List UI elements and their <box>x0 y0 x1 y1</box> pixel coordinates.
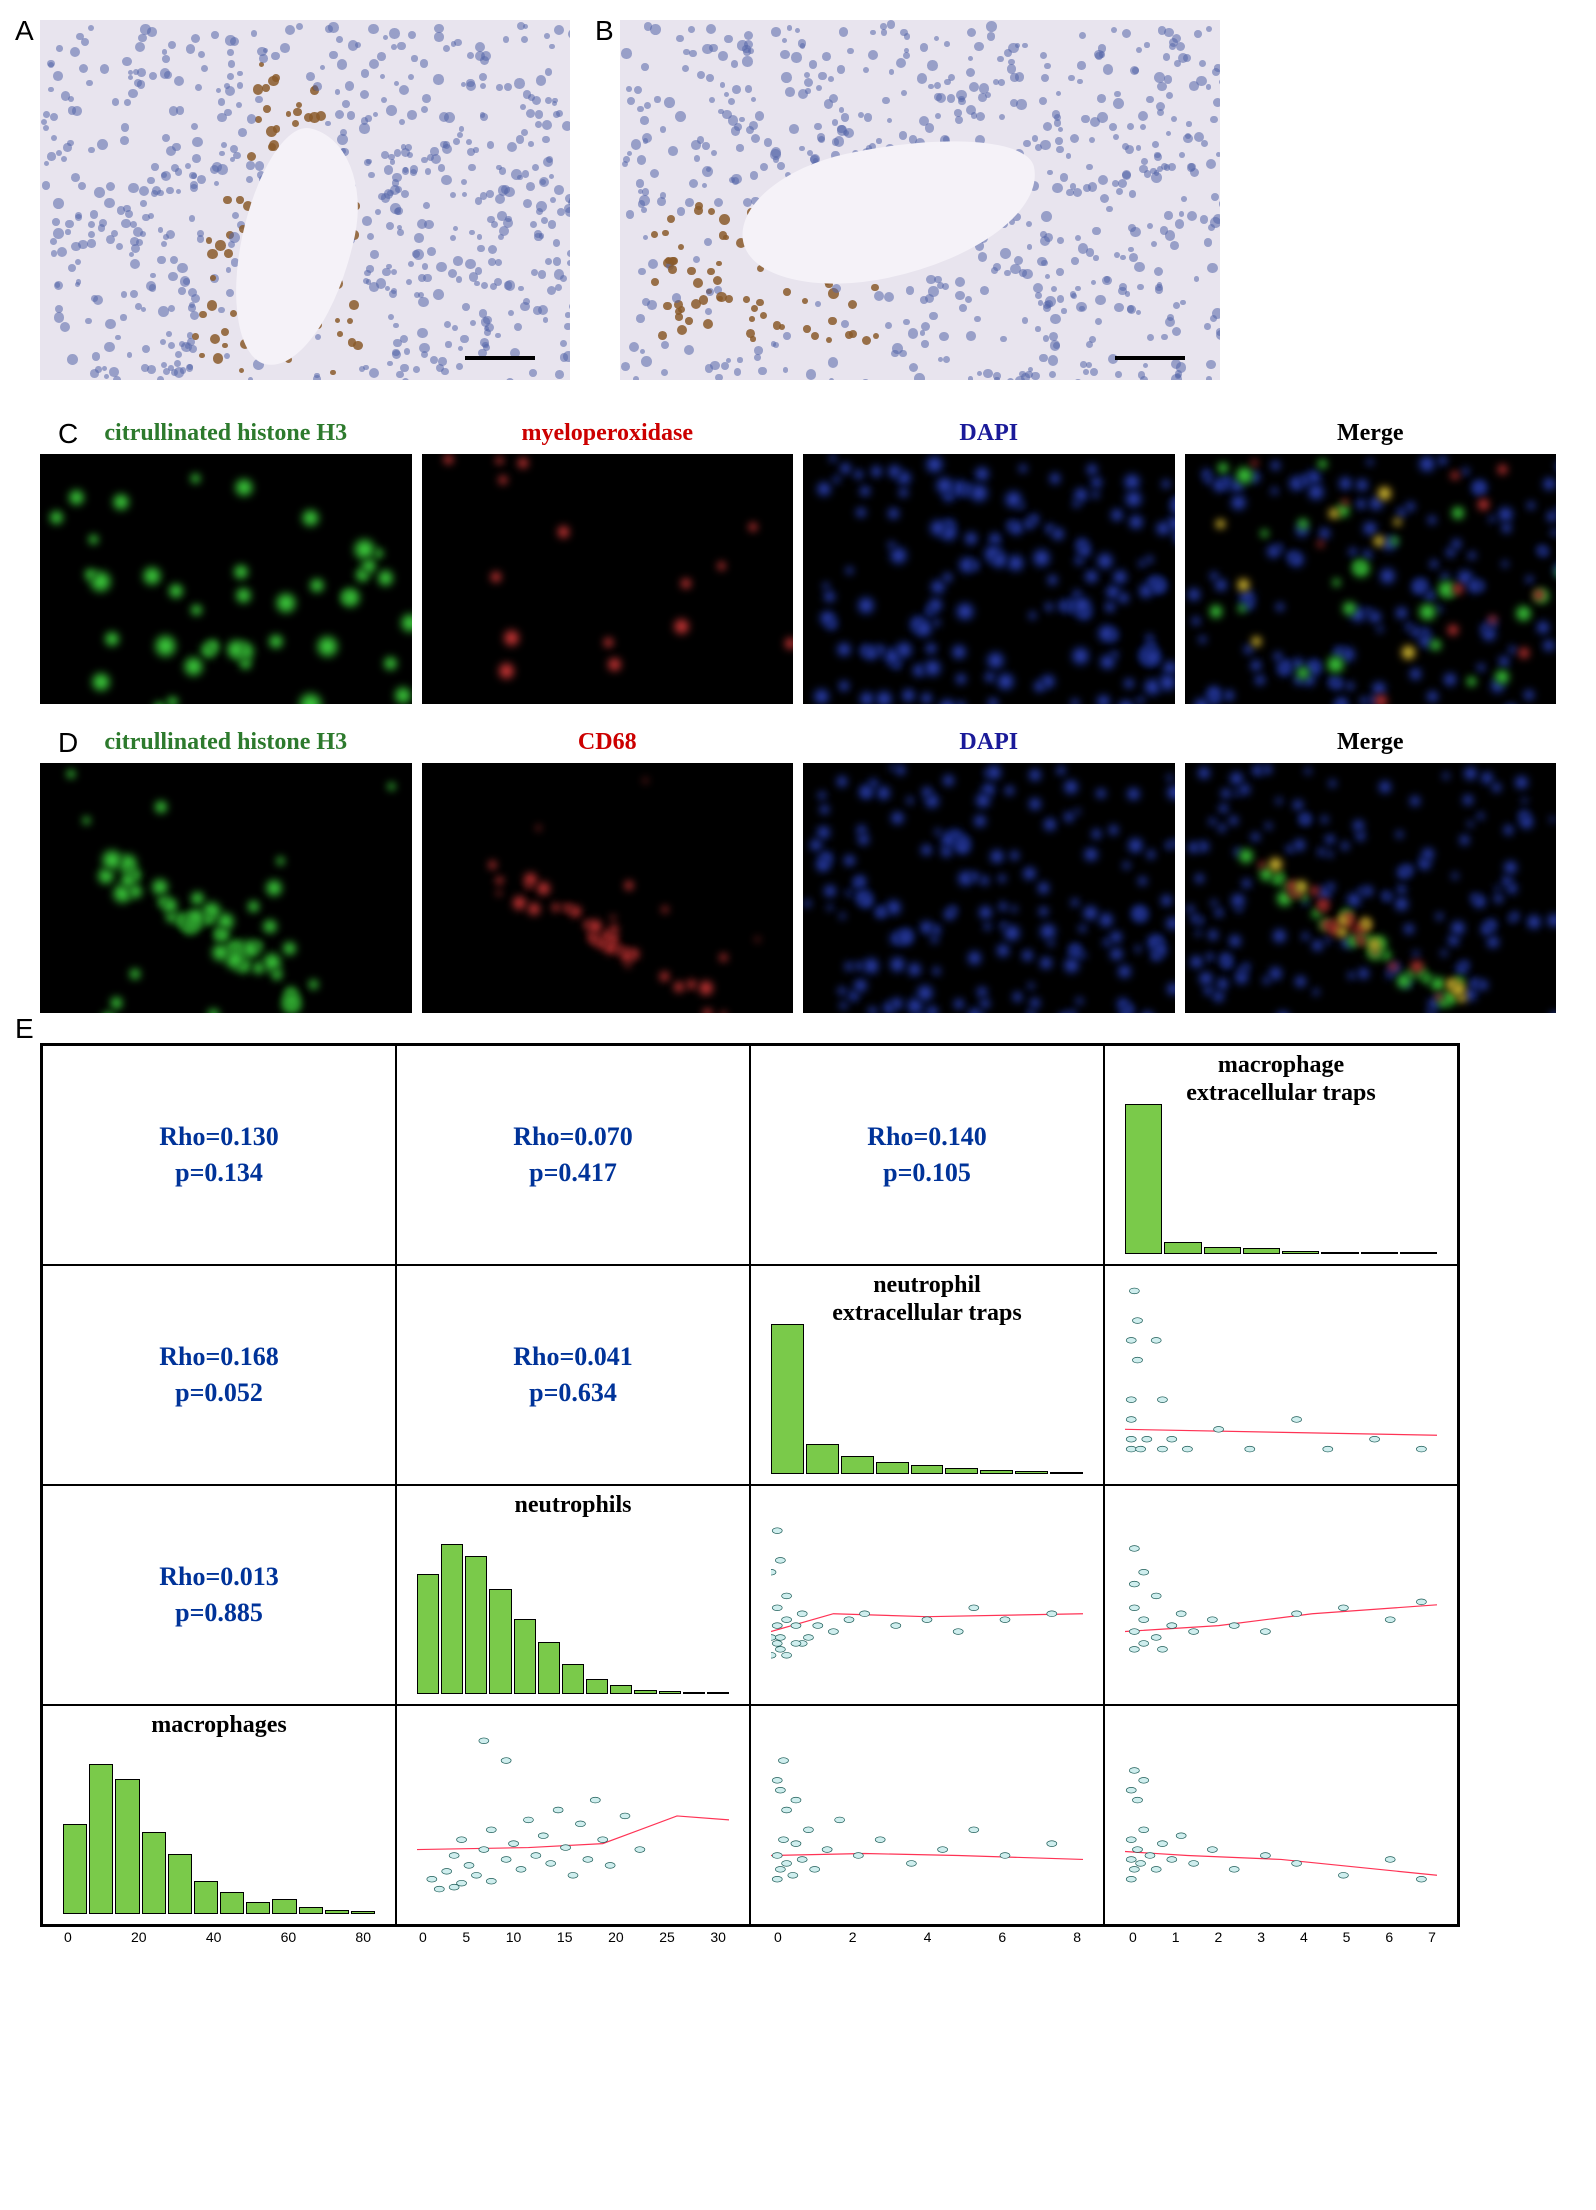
fluo-image <box>40 763 412 1013</box>
matrix-cell-scatter: 020406080 <box>1104 1705 1458 1925</box>
fluo-title: CD68 <box>422 729 794 759</box>
rho-value: Rho=0.013 <box>159 1562 279 1591</box>
fluo-C-2: myeloperoxidase <box>422 420 794 704</box>
x-axis-ticks: 051015202530 <box>395 1929 750 1945</box>
matrix-cell-stat: Rho=0.013 p=0.885 <box>42 1485 396 1705</box>
scalebar-icon <box>1115 356 1185 360</box>
matrix-cell-stat: Rho=0.130 p=0.134 <box>42 1045 396 1265</box>
fluo-title: DAPI <box>803 729 1175 759</box>
fluo-image <box>422 454 794 704</box>
panel-D: D citrullinated histone H3 CD68 DAPI Mer… <box>40 729 1556 1013</box>
x-axis-ticks: 02468 <box>750 1929 1105 1945</box>
matrix-cell-scatter: 02468 <box>1104 1265 1458 1485</box>
variable-label: macrophageextracellular traps <box>1105 1052 1457 1107</box>
p-value: p=0.134 <box>175 1158 263 1187</box>
scalebar-icon <box>465 356 535 360</box>
row-ab: A B <box>40 20 1556 380</box>
fluo-title: DAPI <box>803 420 1175 450</box>
rho-value: Rho=0.168 <box>159 1342 279 1371</box>
fluo-title: myeloperoxidase <box>422 420 794 450</box>
histogram <box>63 1764 375 1914</box>
scatter-plot <box>417 1721 729 1899</box>
x-axis-ticks: 020406080 <box>40 1929 395 1945</box>
scatter-plot <box>771 1721 1083 1899</box>
fluo-D-4: Merge <box>1185 729 1557 1013</box>
matrix-cell-scatter <box>750 1485 1104 1705</box>
panel-B: B <box>620 20 1220 380</box>
fluo-image <box>1185 454 1557 704</box>
scatter-plot <box>1125 1281 1437 1459</box>
fluo-image <box>422 763 794 1013</box>
p-value: p=0.885 <box>175 1598 263 1627</box>
panel-label-A: A <box>15 15 34 47</box>
panel-E: E Rho=0.130p=0.134 Rho=0.070p=0.417 Rho=… <box>40 1043 1556 1945</box>
matrix-cell-scatter: 51015202530 <box>1104 1485 1458 1705</box>
histogram <box>1125 1104 1437 1254</box>
matrix-cell-stat: Rho=0.070 p=0.417 <box>396 1045 750 1265</box>
fluo-C-3: DAPI <box>803 420 1175 704</box>
panel-A: A <box>40 20 570 380</box>
p-value: p=0.417 <box>529 1158 617 1187</box>
histogram <box>417 1544 729 1694</box>
fluo-image <box>40 454 412 704</box>
fluo-image <box>803 454 1175 704</box>
rho-value: Rho=0.130 <box>159 1122 279 1151</box>
matrix-cell-stat: Rho=0.168 p=0.052 <box>42 1265 396 1485</box>
matrix-cell-diagonal: macrophages <box>42 1705 396 1925</box>
scatter-plot <box>771 1501 1083 1679</box>
matrix-cell-diagonal: neutrophilextracellular traps <box>750 1265 1104 1485</box>
histology-B <box>620 20 1220 380</box>
variable-label: neutrophils <box>397 1492 749 1520</box>
panel-label-C: C <box>58 418 78 450</box>
fluo-image <box>803 763 1175 1013</box>
fluo-C-1: citrullinated histone H3 <box>40 420 412 704</box>
matrix-cell-stat: Rho=0.140 p=0.105 <box>750 1045 1104 1265</box>
fluo-title: Merge <box>1185 729 1557 759</box>
x-axis-ticks-row: 020406080 051015202530 02468 01234567 <box>40 1929 1460 1945</box>
fluo-title: citrullinated histone H3 <box>40 729 412 759</box>
p-value: p=0.634 <box>529 1378 617 1407</box>
fluo-D-1: citrullinated histone H3 <box>40 729 412 1013</box>
histology-A <box>40 20 570 380</box>
fluo-title: Merge <box>1185 420 1557 450</box>
variable-label: macrophages <box>43 1712 395 1740</box>
fluo-title: citrullinated histone H3 <box>40 420 412 450</box>
histogram <box>771 1324 1083 1474</box>
figure-root: A B C citrullinated histone H3 m <box>0 0 1596 1965</box>
correlation-matrix: Rho=0.130 p=0.134 Rho=0.070 p=0.417 Rho=0.… <box>40 1043 1460 1927</box>
matrix-cell-diagonal: neutrophils <box>396 1485 750 1705</box>
matrix-cell-diagonal: macrophageextracellular traps <box>1104 1045 1458 1265</box>
fluo-D-3: DAPI <box>803 729 1175 1013</box>
variable-label: neutrophilextracellular traps <box>751 1272 1103 1327</box>
scatter-plot <box>1125 1501 1437 1679</box>
panel-label-B: B <box>595 15 614 47</box>
rho-value: Rho=0.070 <box>513 1122 633 1151</box>
p-value: p=0.105 <box>883 1158 971 1187</box>
matrix-cell-stat: Rho=0.041 p=0.634 <box>396 1265 750 1485</box>
fluo-C-4: Merge <box>1185 420 1557 704</box>
rho-value: Rho=0.140 <box>867 1122 987 1151</box>
p-value: p=0.052 <box>175 1378 263 1407</box>
fluo-D-2: CD68 <box>422 729 794 1013</box>
panel-label-D: D <box>58 727 78 759</box>
panel-C: C citrullinated histone H3 myeloperoxida… <box>40 420 1556 704</box>
scatter-plot <box>1125 1721 1437 1899</box>
rho-value: Rho=0.041 <box>513 1342 633 1371</box>
matrix-cell-scatter <box>396 1705 750 1925</box>
x-axis-ticks: 01234567 <box>1105 1929 1460 1945</box>
matrix-cell-scatter <box>750 1705 1104 1925</box>
fluo-image <box>1185 763 1557 1013</box>
panel-label-E: E <box>15 1013 34 1045</box>
